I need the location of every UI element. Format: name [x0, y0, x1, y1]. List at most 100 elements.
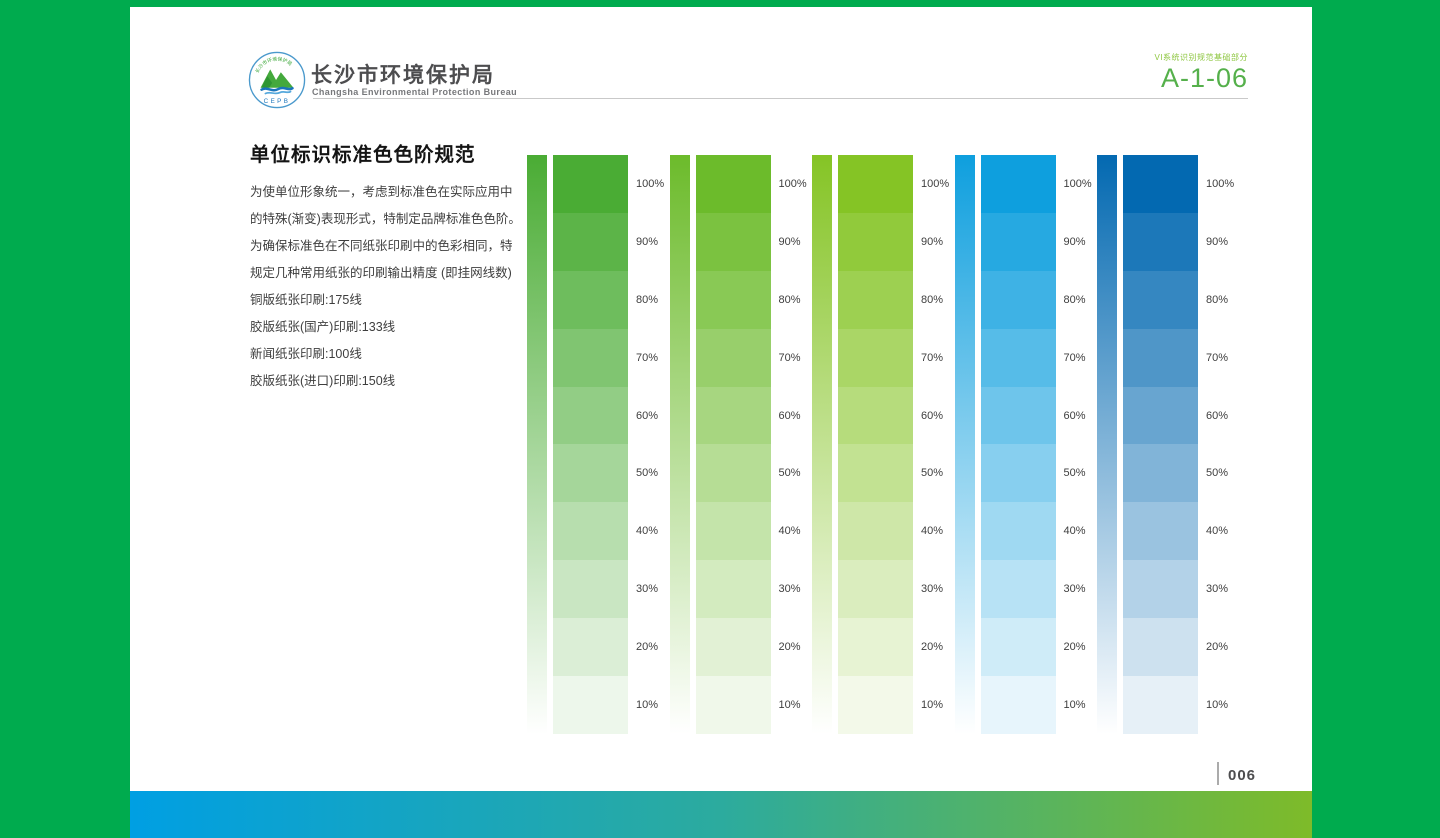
doc-code-value: A-1-06	[1160, 63, 1248, 93]
tint-swatch-standard-green-90	[553, 212, 628, 271]
tint-swatch-yellow-green-60	[838, 386, 913, 445]
tint-label: 70%	[1063, 351, 1086, 364]
tint-swatch-mid-green-30	[695, 560, 771, 619]
tint-swatch-dark-blue-90	[1123, 212, 1198, 271]
tint-label: 100%	[1063, 177, 1092, 190]
tint-swatch-yellow-green-100	[838, 155, 913, 213]
tint-swatch-cyan-blue-30	[980, 560, 1056, 619]
tint-label-column: 100% 90% 80% 70% 60% 50% 40% 30% 20% 10%	[1064, 155, 1114, 734]
tint-label-column: 100% 90% 80% 70% 60% 50% 40% 30% 20% 10%	[1206, 155, 1256, 734]
logo-acronym: CEPB	[264, 98, 291, 105]
tint-column-dark-blue	[1123, 155, 1198, 734]
tint-label: 50%	[636, 467, 659, 480]
tint-swatch-cyan-blue-90	[980, 212, 1056, 271]
tint-label: 30%	[1063, 583, 1086, 596]
tint-label: 50%	[1206, 467, 1229, 480]
tint-swatch-standard-green-30	[553, 560, 628, 619]
tint-swatch-cyan-blue-60	[980, 386, 1056, 445]
logo-wave2-icon	[264, 90, 292, 95]
tint-label: 60%	[921, 409, 944, 422]
tint-label: 50%	[778, 467, 801, 480]
tint-label: 80%	[778, 293, 801, 306]
tint-label: 80%	[921, 293, 944, 306]
page-title: 单位标识标准色色阶规范	[250, 144, 476, 166]
tint-label: 100%	[1206, 177, 1235, 190]
org-logo: 长沙市环境保护局 CEPB	[248, 51, 306, 109]
tint-swatch-cyan-blue-10	[980, 676, 1056, 734]
tint-swatch-standard-green-70	[553, 328, 628, 387]
tint-swatch-standard-green-80	[553, 270, 628, 329]
tint-swatch-yellow-green-50	[838, 444, 913, 503]
tint-swatch-cyan-blue-80	[980, 270, 1056, 329]
tint-label: 70%	[921, 351, 944, 364]
tint-label: 40%	[636, 525, 659, 538]
tint-swatch-yellow-green-20	[838, 618, 913, 677]
tint-label: 40%	[1063, 525, 1086, 538]
doc-code-block: VI系统识别规范基础部分 A-1-06	[980, 52, 1248, 94]
tint-label: 60%	[1063, 409, 1086, 422]
tint-group-cyan-blue: 100% 90% 80% 70% 60% 50% 40% 30% 20% 10%	[954, 155, 1115, 734]
tint-label: 20%	[636, 641, 659, 654]
tint-swatch-dark-blue-80	[1123, 270, 1198, 329]
tint-label: 10%	[1206, 698, 1229, 711]
tint-swatch-standard-green-10	[553, 676, 628, 734]
tint-swatch-mid-green-10	[695, 676, 771, 734]
logo-mountain-shadow-icon	[261, 76, 273, 88]
tint-swatch-dark-blue-50	[1123, 444, 1198, 503]
tint-swatch-yellow-green-70	[838, 328, 913, 387]
tint-label: 20%	[778, 641, 801, 654]
tint-swatch-dark-blue-30	[1123, 560, 1198, 619]
intro-line: 规定几种常用纸张的印刷输出精度 (即挂网线数)	[250, 266, 512, 280]
tint-group-dark-blue: 100% 90% 80% 70% 60% 50% 40% 30% 20% 10%	[1097, 155, 1257, 734]
org-name-cn: 长沙市环境保护局	[311, 64, 495, 87]
intro-line: 胶版纸张(国产)印刷:133线	[250, 320, 396, 334]
intro-line: 为使单位形象统一，考虑到标准色在实际应用中	[250, 185, 513, 199]
tint-label-column: 100% 90% 80% 70% 60% 50% 40% 30% 20% 10%	[636, 155, 686, 734]
tint-swatch-yellow-green-80	[838, 270, 913, 329]
tint-column-mid-green	[695, 155, 771, 734]
tint-label: 10%	[636, 698, 659, 711]
page-number: 006	[1228, 767, 1257, 784]
tint-swatch-yellow-green-40	[838, 502, 913, 561]
tint-label: 20%	[1063, 641, 1086, 654]
tint-swatch-mid-green-70	[695, 328, 771, 387]
tint-swatch-standard-green-100	[553, 155, 628, 213]
tint-label: 60%	[636, 409, 659, 422]
page-number-divider	[1217, 762, 1219, 785]
tint-swatch-standard-green-40	[553, 502, 628, 561]
gradient-strip-mid-green	[669, 155, 690, 734]
tint-swatch-mid-green-80	[695, 270, 771, 329]
tint-swatch-mid-green-50	[695, 444, 771, 503]
tint-label: 30%	[778, 583, 801, 596]
org-name-en: Changsha Environmental Protection Bureau	[312, 87, 518, 97]
tint-swatch-mid-green-60	[695, 386, 771, 445]
tint-swatch-standard-green-50	[553, 444, 628, 503]
tint-label: 90%	[1206, 235, 1229, 248]
gradient-strip-dark-blue	[1097, 155, 1117, 734]
tint-swatch-cyan-blue-70	[980, 328, 1056, 387]
tint-swatch-standard-green-60	[553, 386, 628, 445]
tint-label: 60%	[1206, 409, 1229, 422]
tint-label: 20%	[921, 641, 944, 654]
tint-swatch-dark-blue-40	[1123, 502, 1198, 561]
gradient-strip-cyan-blue	[954, 155, 975, 734]
tint-label: 90%	[921, 235, 944, 248]
tint-label: 100%	[921, 177, 950, 190]
intro-line: 胶版纸张(进口)印刷:150线	[250, 374, 396, 388]
tint-swatch-cyan-blue-100	[980, 155, 1056, 213]
tint-label: 40%	[778, 525, 801, 538]
tint-label: 20%	[1206, 641, 1229, 654]
tint-swatch-dark-blue-70	[1123, 328, 1198, 387]
tint-label: 40%	[921, 525, 944, 538]
tint-group-mid-green: 100% 90% 80% 70% 60% 50% 40% 30% 20% 10%	[669, 155, 830, 734]
tint-column-yellow-green	[838, 155, 913, 734]
tint-label: 10%	[1063, 698, 1086, 711]
gradient-strip-standard-green	[527, 155, 547, 734]
tint-column-cyan-blue	[980, 155, 1056, 734]
intro-line: 新闻纸张印刷:100线	[250, 347, 362, 361]
document-page: 长沙市环境保护局 CEPB 长沙市环境保护局 Changsha Environm…	[130, 7, 1312, 838]
tint-swatch-cyan-blue-50	[980, 444, 1056, 503]
tint-swatch-dark-blue-10	[1123, 676, 1198, 734]
tint-swatch-mid-green-40	[695, 502, 771, 561]
